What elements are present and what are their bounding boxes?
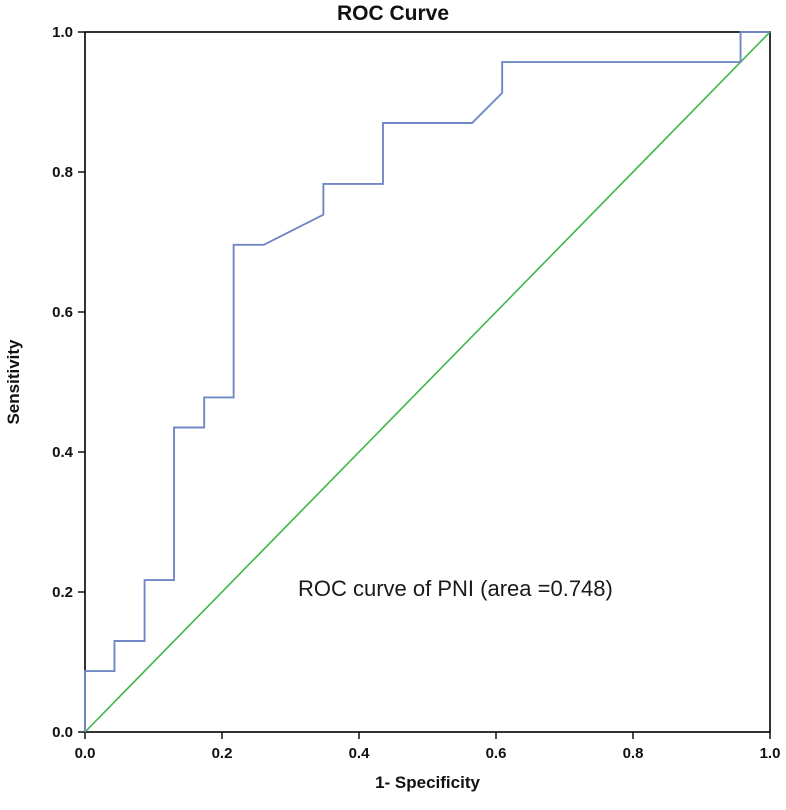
chart-title: ROC Curve	[336, 2, 450, 25]
y-tick-label: 0.6	[52, 304, 73, 321]
x-tick-label: 0.4	[349, 745, 371, 762]
y-tick-label: 0.4	[52, 444, 74, 461]
x-axis-label: 1- Specificity	[375, 773, 480, 792]
x-tick-label: 0.8	[623, 745, 644, 762]
roc-curve-line	[84, 31, 770, 732]
y-tick-label: 0.8	[52, 164, 73, 181]
y-tick-label: 0.0	[52, 724, 73, 741]
plot-frame	[84, 31, 771, 733]
x-tick-label: 0.6	[486, 745, 507, 762]
y-tick-label: 0.2	[52, 584, 73, 601]
x-tick-label: 0.2	[212, 745, 233, 762]
reference-line	[84, 31, 771, 733]
auc-annotation: ROC curve of PNI (area =0.748)	[298, 576, 613, 601]
y-tick-label: 1.0	[52, 24, 73, 41]
x-tick-label: 1.0	[760, 745, 781, 762]
x-tick-label: 0.0	[75, 745, 96, 762]
